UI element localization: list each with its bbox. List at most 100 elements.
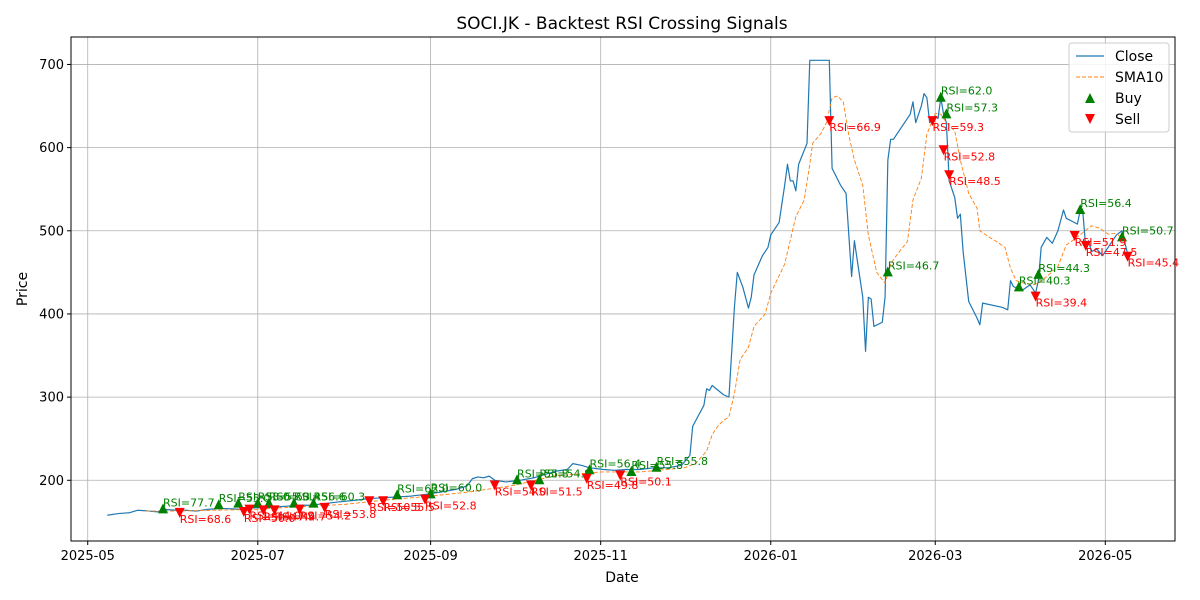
buy-marker [233,497,244,508]
buy-rsi-label: RSI=46.7 [888,259,940,272]
sell-marker [1030,291,1041,302]
sell-rsi-label: RSI=47.5 [1086,246,1138,259]
sell-marker [319,502,330,513]
sell-rsi-label: RSI=48.5 [949,175,1001,188]
plot-area: RSI=77.7 RSI=55.0RSI=53.0RSI=55.0RSI=53.4… [107,59,1179,526]
buy-rsi-label: RSI=55.8 [656,455,708,468]
buy-marker [1033,268,1044,279]
buy-marker [935,91,946,102]
y-tick-label: 500 [39,224,64,239]
buy-rsi-label: RSI=60.0 [431,481,483,494]
x-tick-label: 2025-09 [403,549,457,564]
sell-rsi-label: RSI=44.7 [275,510,327,523]
y-tick-label: 600 [39,141,64,156]
sell-rsi-label: RSI=50.5 [369,501,421,514]
y-tick-label: 300 [39,391,64,406]
sell-rsi-label: RSI=50.0 [244,512,296,525]
sell-rsi-label: RSI=49.8 [587,479,639,492]
sell-marker [615,470,626,481]
sell-marker [238,507,249,518]
buy-rsi-label: RSI=56.4 [590,457,642,470]
y-tick-label: 700 [39,58,64,73]
x-tick-label: 2025-11 [574,549,628,564]
sell-rsi-label: RSI=59.3 [932,121,984,134]
legend-sell-label: Sell [1115,112,1140,128]
buy-marker [252,497,263,508]
buy-rsi-label: RSI=56.4 [1080,197,1132,210]
buy-marker [512,474,523,485]
sell-marker [489,480,500,491]
y-tick-label: 200 [39,474,64,489]
sell-rsi-label: RSI=51.5 [531,485,583,498]
buy-rsi-label: RSI=55.8 [517,467,569,480]
legend-buy-label: Buy [1115,91,1142,107]
sell-rsi-label: RSI=52.8 [425,500,477,513]
sell-marker [938,145,949,156]
y-axis-label: Price [15,272,31,306]
buy-rsi-label: RSI=53.0 [238,491,290,504]
buy-rsi-label: RSI=56.6 [294,491,346,504]
y-tick-label: 400 [39,307,64,322]
buy-rsi-label: RSI=54.8 [539,467,591,480]
sell-rsi-label: RSI=52.8 [944,150,996,163]
legend-sell-icon [1085,114,1095,124]
buy-rsi-label: RSI=53.4 [269,491,321,504]
x-axis-ticks: 2025-05 2025-07 2025-09 2025-11 2026-01 2026-… [61,541,1132,564]
sell-marker [269,505,280,516]
sell-marker [258,505,269,516]
buy-rsi-label: RSI=77.7 [163,496,215,509]
x-tick-label: 2025-07 [231,549,285,564]
buy-marker [1075,203,1086,214]
buy-rsi-label: RSI=62.0 [397,482,449,495]
sell-rsi-label: RSI=68.6 [180,513,232,526]
sell-rsi-label: RSI=50.1 [620,475,672,488]
sell-rsi-label: RSI=47.9 [263,510,315,523]
x-tick-label: 2026-05 [1078,549,1132,564]
y-axis-ticks: 200 300 400 500 600 700 [39,58,71,489]
sell-rsi-label: RSI=39.4 [1036,297,1088,310]
sell-marker [364,496,375,507]
sell-marker [294,504,305,515]
buy-marker [1013,281,1024,292]
buy-marker [213,499,224,510]
buy-rsi-label: RSI=44.3 [1038,262,1090,275]
buy-marker [626,465,637,476]
x-axis-label: Date [605,570,638,586]
sell-marker [526,480,536,491]
buy-marker [263,497,274,508]
sell-marker [824,116,835,127]
sell-rsi-label: RSI=54.0 [495,485,547,498]
buy-marker [584,464,595,475]
x-tick-label: 2026-03 [908,549,962,564]
grid-lines [71,37,1175,541]
chart-title: SOCI.JK - Backtest RSI Crossing Signals [456,14,787,34]
legend-buy-icon [1085,93,1095,103]
legend-sma-label: SMA10 [1115,70,1163,86]
sma10-line [146,95,1126,512]
sell-marker [1122,251,1133,262]
sell-marker [927,116,938,127]
buy-marker [882,266,893,277]
buy-marker [1117,231,1128,242]
buy-marker [941,108,952,119]
buy-marker [651,461,662,472]
sell-marker [1080,240,1091,251]
buy-rsi-label: RSI=60.3 [314,491,366,504]
buy-marker [534,474,545,485]
sell-marker [944,170,955,181]
sell-marker [378,496,389,507]
buy-rsi-label: RSI=40.3 [1019,274,1071,287]
sell-rsi-label: RSI=45.4 [1128,257,1180,270]
sell-marker [1069,230,1080,241]
sell-rsi-label: RSI=66.9 [829,121,881,134]
sell-marker [581,473,592,484]
signal-layer: RSI=77.7 RSI=55.0RSI=53.0RSI=55.0RSI=53.4… [158,85,1179,526]
buy-rsi-label: RSI=62.0 [941,85,993,98]
legend-box [1068,42,1170,133]
sell-rsi-label: RSI=53.8 [325,508,377,521]
buy-marker [392,489,403,500]
legend: Close SMA10 Buy Sell [1068,42,1170,133]
buy-rsi-label: RSI=50.7 [1122,224,1174,237]
sell-rsi-label: RSI=55.5 [383,501,435,514]
